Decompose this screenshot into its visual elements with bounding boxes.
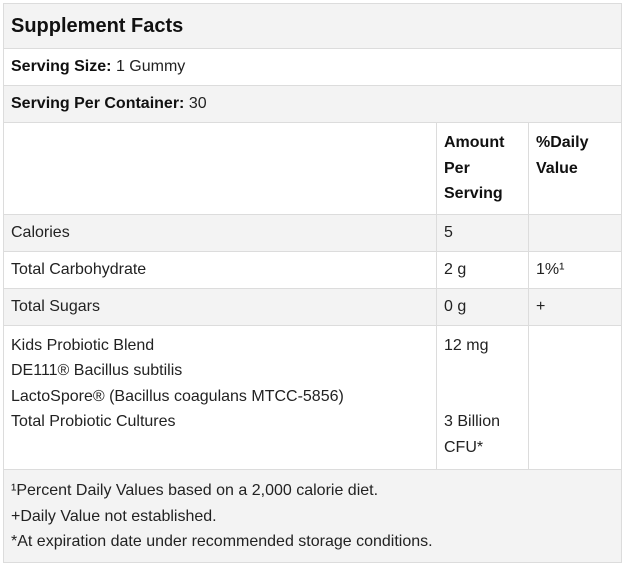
facts-title: Supplement Facts [3, 3, 622, 49]
nutrient-amount: 0 g [436, 287, 529, 326]
footnotes: ¹Percent Daily Values based on a 2,000 c… [3, 469, 622, 563]
footnote: ¹Percent Daily Values based on a 2,000 c… [11, 482, 379, 499]
cultures-label: Total Probiotic Cultures [11, 413, 176, 430]
serving-size-value: 1 Gummy [115, 58, 186, 76]
blend-amount: 12 mg [444, 336, 489, 354]
servings-per-container-label: Serving Per Container: [11, 95, 185, 113]
nutrient-dv: + [528, 287, 622, 326]
blend-amount-spacer [444, 358, 521, 409]
blend-names-cell: Kids Probiotic Blend DE111® Bacillus sub… [3, 324, 437, 470]
nutrient-name: Calories [3, 213, 437, 252]
dv-header-line2: Value [536, 159, 578, 177]
supplement-facts-table: Supplement Facts Serving Size: 1 Gummy S… [3, 3, 622, 563]
nutrient-amount: 2 g [436, 250, 529, 289]
servings-per-container-row: Serving Per Container: 30 [3, 85, 622, 123]
blend-amount-cell: 12 mg 3 Billion CFU* [436, 324, 529, 470]
amount-header-line2: Per [444, 159, 470, 177]
blend-name: Kids Probiotic Blend [11, 336, 155, 354]
nutrient-amount: 5 [436, 213, 529, 252]
nutrient-name: Total Sugars [3, 287, 437, 326]
nutrient-row-calories: Calories 5 [3, 213, 622, 252]
cultures-amount-line1: 3 Billion [444, 413, 501, 430]
amount-header-line1: Amount [444, 134, 505, 151]
serving-size-row: Serving Size: 1 Gummy [3, 48, 622, 86]
nutrient-row-carbohydrate: Total Carbohydrate 2 g 1%¹ [3, 250, 622, 289]
daily-value-header: %Daily Value [528, 122, 622, 215]
nutrient-dv [528, 213, 622, 252]
cultures-amount-line2: CFU* [444, 438, 484, 456]
header-blank-cell [3, 122, 437, 215]
nutrient-dv: 1%¹ [528, 250, 622, 289]
blend-ingredient: DE111® Bacillus subtilis [11, 362, 183, 379]
amount-per-serving-header: Amount Per Serving [436, 122, 529, 215]
nutrient-row-sugars: Total Sugars 0 g + [3, 287, 622, 326]
blend-ingredient: LactoSpore® (Bacillus coagulans MTCC-585… [11, 387, 344, 405]
blend-dv-cell [528, 324, 622, 470]
servings-per-container-value: 30 [188, 95, 207, 113]
dv-header-line1: %Daily [536, 134, 589, 151]
nutrient-name: Total Carbohydrate [3, 250, 437, 289]
footnote: +Daily Value not established. [11, 507, 217, 525]
footnote: *At expiration date under recommended st… [11, 533, 433, 550]
serving-size-label: Serving Size: [11, 58, 112, 76]
amount-header-line3: Serving [444, 185, 503, 202]
probiotic-blend-row: Kids Probiotic Blend DE111® Bacillus sub… [3, 324, 622, 470]
